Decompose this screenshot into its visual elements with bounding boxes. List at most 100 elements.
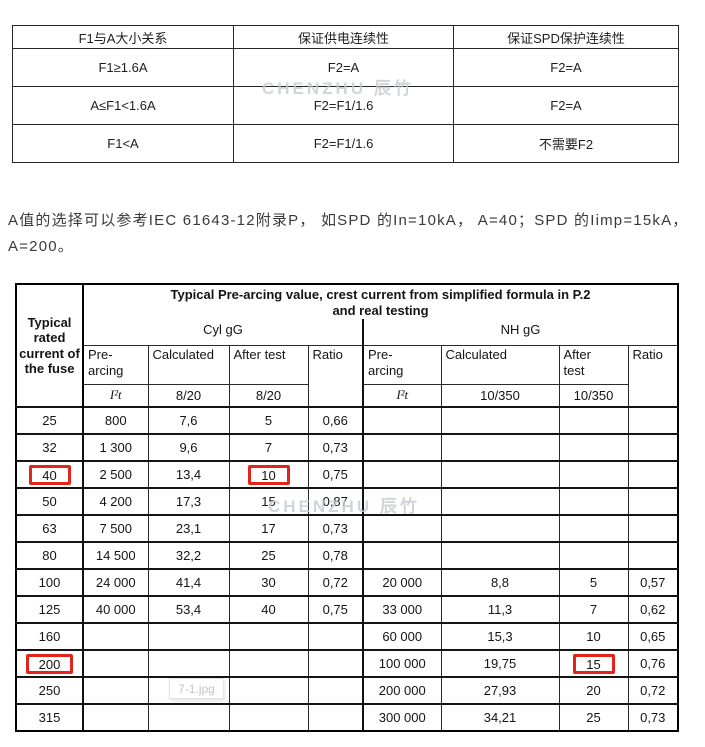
table-cell: 7 — [228, 433, 309, 462]
column-header-cell: Ratio — [627, 344, 679, 408]
table-cell: F2=F1/1.6 — [233, 86, 454, 125]
table-cell: 34,21 — [440, 703, 560, 732]
column-header-label: After test — [563, 346, 591, 378]
table-cell: 60 000 — [362, 622, 442, 651]
table-cell — [147, 649, 230, 678]
table-cell: 80 — [15, 541, 84, 570]
fuse-row: 80 14 500 32,2 25 0,78 — [15, 541, 679, 570]
table-cell: 8,8 — [440, 568, 560, 597]
image-filename-label: 7-1.jpg — [169, 678, 224, 699]
column-header-cell: Pre-arcing — [362, 344, 442, 385]
table-cell — [627, 460, 679, 489]
table-cell: 10 — [558, 622, 629, 651]
table-cell — [307, 622, 364, 651]
table-cell: 0,76 — [627, 649, 679, 678]
table-cell: 33 000 — [362, 595, 442, 624]
table-cell: 2 500 — [82, 460, 149, 489]
column-header-cell: Pre-arcing — [82, 344, 149, 385]
table-cell — [440, 487, 560, 516]
table-cell — [362, 460, 442, 489]
table-cell: F2=A — [453, 48, 679, 87]
table-cell: 24 000 — [82, 568, 149, 597]
table-cell: 160 — [15, 622, 84, 651]
table-cell — [147, 703, 230, 732]
table-cell: 41,4 — [147, 568, 230, 597]
column-header-cell: Ratio — [307, 344, 364, 408]
table-cell — [362, 487, 442, 516]
table-cell: 100 — [15, 568, 84, 597]
table-cell: 25 — [15, 406, 84, 435]
table-cell — [627, 514, 679, 543]
table-cell: 9,6 — [147, 433, 230, 462]
table-cell — [558, 460, 629, 489]
paragraph-line: A=200。 — [8, 238, 74, 255]
table-cell: 200 — [15, 649, 84, 678]
table-cell: 15 — [228, 487, 309, 516]
table-cell — [440, 406, 560, 435]
fuse-row: 40 2 500 13,4 10 0,75 — [15, 460, 679, 489]
unit-cell: 10/350 — [558, 383, 629, 408]
fuse-row: 50 4 200 17,3 15 0,87 — [15, 487, 679, 516]
body-paragraph: A值的选择可以参考IEC 61643-12附录P， 如SPD 的In=10kA，… — [8, 208, 703, 260]
table-cell — [362, 514, 442, 543]
table-cell — [362, 541, 442, 570]
table-cell — [627, 433, 679, 462]
table-cell: 40 — [228, 595, 309, 624]
table-cell — [362, 433, 442, 462]
highlight-box: 40 — [28, 464, 71, 485]
fuse-row: 160 60 000 15,3 10 0,65 — [15, 622, 679, 651]
table-cell: 32,2 — [147, 541, 230, 570]
table-header-cell: F1与A大小关系 — [12, 25, 234, 49]
table-cell: 0,73 — [307, 514, 364, 543]
table-cell — [147, 622, 230, 651]
column-header-cell: After test — [228, 344, 309, 385]
fuse-row: 125 40 000 53,4 40 0,75 33 000 11,3 7 0,… — [15, 595, 679, 624]
table-cell — [228, 622, 309, 651]
table-cell: 7,6 — [147, 406, 230, 435]
table-cell: 15,3 — [440, 622, 560, 651]
table-cell — [82, 703, 149, 732]
unit-cell: 8/20 — [147, 383, 230, 408]
fuse-group-row: Cyl gG NH gG — [16, 319, 679, 346]
unit-cell: I²t — [362, 383, 442, 408]
fuse-row: 63 7 500 23,1 17 0,73 — [15, 514, 679, 543]
table-cell — [440, 460, 560, 489]
table-cell: 0,87 — [307, 487, 364, 516]
table-cell — [307, 676, 364, 705]
paragraph-line: A值的选择可以参考IEC 61643-12附录P， 如SPD 的In=10kA，… — [8, 212, 689, 229]
table-cell: 7 — [558, 595, 629, 624]
group-header-cell: Cyl gG — [82, 319, 364, 346]
table-title-cell: Typical Pre-arcing value, crest current … — [82, 283, 679, 319]
table-cell — [627, 487, 679, 516]
table-cell: 32 — [15, 433, 84, 462]
table-cell: 0,78 — [307, 541, 364, 570]
table-cell — [82, 676, 149, 705]
table-cell: F1<A — [12, 124, 234, 163]
table-cell: 0,62 — [627, 595, 679, 624]
table-cell — [228, 676, 309, 705]
table-cell: 0,73 — [627, 703, 679, 732]
group-header-cell: NH gG — [362, 319, 679, 346]
fuse-row: 200 100 000 19,75 15 0,76 — [15, 649, 679, 678]
table-cell: 10 — [228, 460, 309, 489]
column-header-cell: Calculated — [440, 344, 560, 385]
corner-header-cell: Typical rated current of the fuse — [15, 283, 84, 408]
table-cell: 0,57 — [627, 568, 679, 597]
table-cell — [558, 541, 629, 570]
table-cell — [440, 433, 560, 462]
table-cell: 17,3 — [147, 487, 230, 516]
table-cell: 7 500 — [82, 514, 149, 543]
fuse-row: 100 24 000 41,4 30 0,72 20 000 8,8 5 0,5… — [15, 568, 679, 597]
table-cell: 0,75 — [307, 595, 364, 624]
highlight-box: 15 — [572, 653, 615, 674]
table-cell: 63 — [15, 514, 84, 543]
relation-row: F1≥1.6A F2=A F2=A — [12, 48, 679, 87]
table-cell: 125 — [15, 595, 84, 624]
table-cell: 11,3 — [440, 595, 560, 624]
table-cell: 27,93 — [440, 676, 560, 705]
table-cell: 25 — [558, 703, 629, 732]
table-cell: 100 000 — [362, 649, 442, 678]
table-cell: 800 — [82, 406, 149, 435]
unit-cell: 8/20 — [228, 383, 309, 408]
highlight-box: 10 — [247, 464, 290, 485]
